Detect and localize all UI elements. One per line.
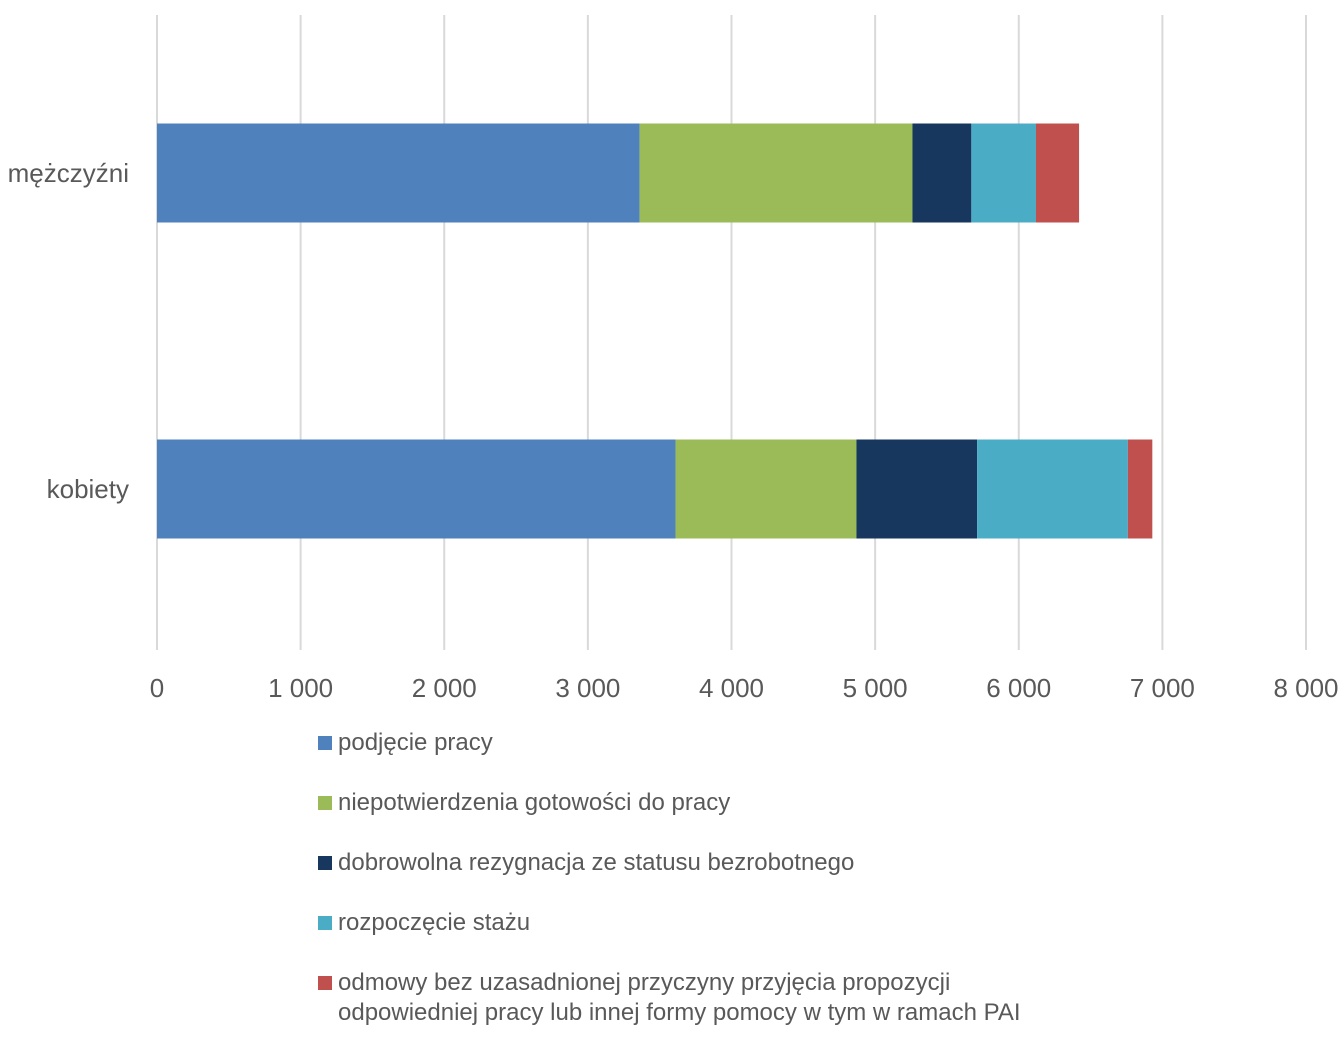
bars xyxy=(157,123,1153,539)
category-labels: mężczyźni kobiety xyxy=(8,158,129,504)
legend-swatch xyxy=(318,856,332,870)
bar-segment xyxy=(675,439,857,539)
category-label: mężczyźni xyxy=(8,158,129,188)
bar-segment xyxy=(977,439,1128,539)
legend-item: rozpoczęcie stażu xyxy=(318,908,1318,938)
bar-segment xyxy=(1035,123,1080,223)
x-tick-label: 6 000 xyxy=(986,673,1051,703)
legend-swatch xyxy=(318,916,332,930)
gridlines xyxy=(156,15,1307,650)
x-tick-label: 7 000 xyxy=(1130,673,1195,703)
bar-segment xyxy=(639,123,913,223)
legend-label: odmowy bez uzasadnionej przyczyny przyję… xyxy=(338,969,1021,1026)
legend-label: rozpoczęcie stażu xyxy=(338,909,531,936)
legend: podjęcie pracy niepotwierdzenia gotowości… xyxy=(318,728,1318,1058)
legend-item: dobrowolna rezygnacja ze statusu bezrobo… xyxy=(318,848,1318,878)
legend-swatch xyxy=(318,976,332,990)
legend-swatch xyxy=(318,796,332,810)
bar-segment xyxy=(856,439,978,539)
x-tick-label: 8 000 xyxy=(1273,673,1338,703)
legend-item: niepotwierdzenia gotowości do pracy xyxy=(318,788,1318,818)
category-label: kobiety xyxy=(47,474,129,504)
legend-label: podjęcie pracy xyxy=(338,729,493,756)
bar-chart: mężczyźni kobiety 0 1 000 2 000 3 000 4 000 5 … xyxy=(8,15,1339,703)
x-tick-label: 2 000 xyxy=(412,673,477,703)
bar-segment xyxy=(157,123,640,223)
x-tick-label: 0 xyxy=(150,673,164,703)
x-tick-labels: 0 1 000 2 000 3 000 4 000 5 000 6 000 7 000 8 00… xyxy=(150,673,1339,703)
bar-segment xyxy=(1127,439,1153,539)
legend-swatch xyxy=(318,736,332,750)
x-tick-label: 1 000 xyxy=(268,673,333,703)
bar-segment xyxy=(157,439,676,539)
bar-segment xyxy=(971,123,1036,223)
legend-item: podjęcie pracy xyxy=(318,728,1318,758)
legend-label: niepotwierdzenia gotowości do pracy xyxy=(338,789,731,816)
x-tick-label: 4 000 xyxy=(699,673,764,703)
bar-segment xyxy=(912,123,972,223)
legend-item: odmowy bez uzasadnionej przyczyny przyję… xyxy=(318,968,1318,1028)
x-tick-label: 3 000 xyxy=(555,673,620,703)
x-tick-label: 5 000 xyxy=(843,673,908,703)
legend-label: dobrowolna rezygnacja ze statusu bezrobo… xyxy=(338,849,855,876)
